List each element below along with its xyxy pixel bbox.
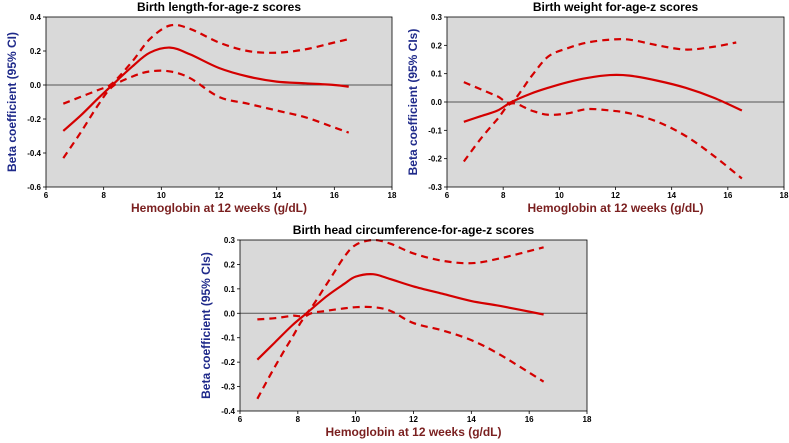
- estimate-curve: [256, 273, 544, 361]
- chart-title: Birth length-for-age-z scores: [137, 0, 301, 14]
- plot-frame: [446, 16, 785, 188]
- x-tick-label: 6: [238, 415, 243, 424]
- y-tick-label: -0.1: [428, 126, 442, 135]
- y-tick-label: 0.3: [431, 13, 443, 22]
- y-tick-label: -0.6: [27, 183, 41, 192]
- x-tick-label: 16: [723, 191, 732, 200]
- y-tick-label: 0.0: [30, 81, 42, 90]
- y-tick-label: -0.3: [221, 383, 235, 392]
- x-tick-label: 6: [44, 191, 49, 200]
- x-tick-label: 8: [296, 415, 301, 424]
- y-tick-label: -0.2: [27, 115, 41, 124]
- x-tick-label: 16: [525, 415, 534, 424]
- lower-ci-curve: [256, 305, 545, 400]
- y-tick-label: -0.4: [27, 149, 41, 158]
- x-tick-label: 12: [215, 191, 224, 200]
- y-tick-label: 0.2: [224, 260, 236, 269]
- x-axis-label: Hemoglobin at 12 weeks (g/dL): [325, 425, 501, 439]
- y-tick-label: 0.0: [431, 98, 443, 107]
- chart-birth-length: 6 8 10 12 14 16 18 -0.6 -0.4 -0.2 0.0 0.2 0.4 Birth …: [5, 0, 397, 215]
- x-tick-label: 10: [555, 191, 564, 200]
- chart-birth-weight: 6 8 10 12 14 16 18 -0.3 -0.2 -0.1 0.0 0.1 0.2 0.3 Bir…: [406, 0, 789, 215]
- upper-ci-curve: [257, 238, 544, 321]
- x-tick-label: 10: [157, 191, 166, 200]
- lower-ci-curve: [462, 102, 743, 180]
- x-tick-label: 12: [409, 415, 418, 424]
- chart-title: Birth head circumference-for-age-z score…: [293, 223, 535, 237]
- upper-ci-curve: [62, 23, 350, 105]
- y-tick-label: 0.2: [431, 41, 443, 50]
- y-tick-label: 0.3: [224, 236, 236, 245]
- x-tick-label: 18: [388, 191, 397, 200]
- x-tick-label: 8: [501, 191, 506, 200]
- chart-birth-head-circumference: 6 8 10 12 14 16 18 -0.4 -0.3 -0.2 -0.1 0.0 0.1 0.2 0.3…: [199, 223, 592, 439]
- x-tick-label: 10: [351, 415, 360, 424]
- estimate-curve: [62, 46, 349, 132]
- x-tick-label: 12: [611, 191, 620, 200]
- y-tick-label: -0.2: [428, 155, 442, 164]
- y-tick-label: -0.2: [221, 358, 235, 367]
- plot-frame: [45, 16, 393, 188]
- x-tick-label: 16: [330, 191, 339, 200]
- x-tick-label: 14: [272, 191, 281, 200]
- y-tick-label: -0.4: [221, 407, 235, 416]
- plot-area: [240, 240, 587, 411]
- chart-title: Birth weight for-age-z scores: [533, 0, 699, 14]
- plot-frame: [239, 239, 588, 412]
- x-tick-label: 6: [445, 191, 450, 200]
- y-tick-label: 0.2: [30, 47, 42, 56]
- x-axis-label: Hemoglobin at 12 weeks (g/dL): [131, 201, 307, 215]
- x-tick-label: 8: [101, 191, 106, 200]
- y-axis-label: Beta coefficient (95% CIs): [199, 252, 213, 399]
- y-tick-label: 0.4: [30, 13, 42, 22]
- y-tick-label: 0.1: [431, 70, 443, 79]
- y-tick-label: -0.3: [428, 183, 442, 192]
- x-tick-label: 18: [780, 191, 789, 200]
- upper-ci-curve: [463, 38, 737, 104]
- plot-area: [46, 17, 392, 187]
- x-tick-label: 18: [583, 415, 592, 424]
- lower-ci-curve: [62, 69, 350, 159]
- y-axis-label: Beta coefficient (95% CI): [5, 32, 19, 172]
- estimate-curve: [463, 73, 743, 123]
- y-axis-label: Beta coefficient (95% CIs): [406, 29, 420, 176]
- x-tick-label: 14: [467, 415, 476, 424]
- y-tick-label: 0.1: [224, 285, 236, 294]
- y-tick-label: 0.0: [224, 309, 236, 318]
- y-tick-label: -0.1: [221, 334, 235, 343]
- x-axis-label: Hemoglobin at 12 weeks (g/dL): [527, 201, 703, 215]
- x-tick-label: 14: [667, 191, 676, 200]
